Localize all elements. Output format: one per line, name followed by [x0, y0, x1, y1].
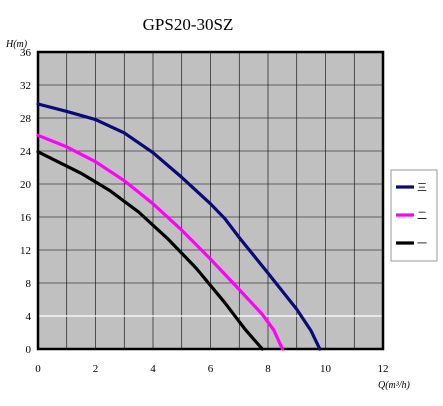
- y-tick-label: 32: [20, 80, 31, 92]
- legend-label-1: 三: [417, 183, 427, 194]
- legend-label-3: 一: [417, 239, 427, 250]
- x-tick-label: 0: [35, 363, 41, 375]
- legend: 三二一: [390, 169, 438, 262]
- series-line-2: [36, 133, 284, 351]
- y-tick-label: 0: [26, 344, 32, 356]
- series-line-3: [36, 150, 264, 351]
- y-tick-label: 28: [20, 113, 32, 125]
- x-tick-label: 12: [378, 363, 389, 375]
- series-line-1: [36, 102, 322, 351]
- y-tick-label: 16: [20, 212, 32, 224]
- x-tick-label: 6: [208, 363, 214, 375]
- x-tick-label: 4: [150, 363, 156, 375]
- legend-label-2: 二: [417, 211, 427, 222]
- series-lines: [36, 102, 322, 351]
- y-tick-label: 24: [20, 146, 32, 158]
- y-tick-label: 36: [20, 47, 32, 59]
- y-tick-label: 12: [20, 245, 31, 257]
- x-tick-label: 2: [93, 363, 99, 375]
- y-tick-label: 4: [26, 311, 32, 323]
- y-axis-label: H(m): [5, 39, 28, 50]
- x-tick-label: 8: [265, 363, 271, 375]
- y-tick-label: 8: [26, 278, 32, 290]
- plot-frame: [36, 50, 385, 351]
- grid-lines: [38, 52, 383, 349]
- y-tick-label: 20: [20, 179, 32, 191]
- x-axis-label: Q(m³/h): [378, 380, 411, 391]
- chart-title: GPS20-30SZ: [143, 15, 234, 34]
- x-tick-label: 10: [320, 363, 332, 375]
